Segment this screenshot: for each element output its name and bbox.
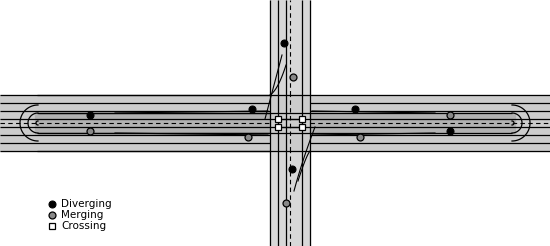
Text: Diverging: Diverging: [61, 199, 112, 209]
Text: Merging: Merging: [61, 210, 103, 220]
Text: Crossing: Crossing: [61, 221, 106, 231]
Bar: [278, 119, 302, 127]
